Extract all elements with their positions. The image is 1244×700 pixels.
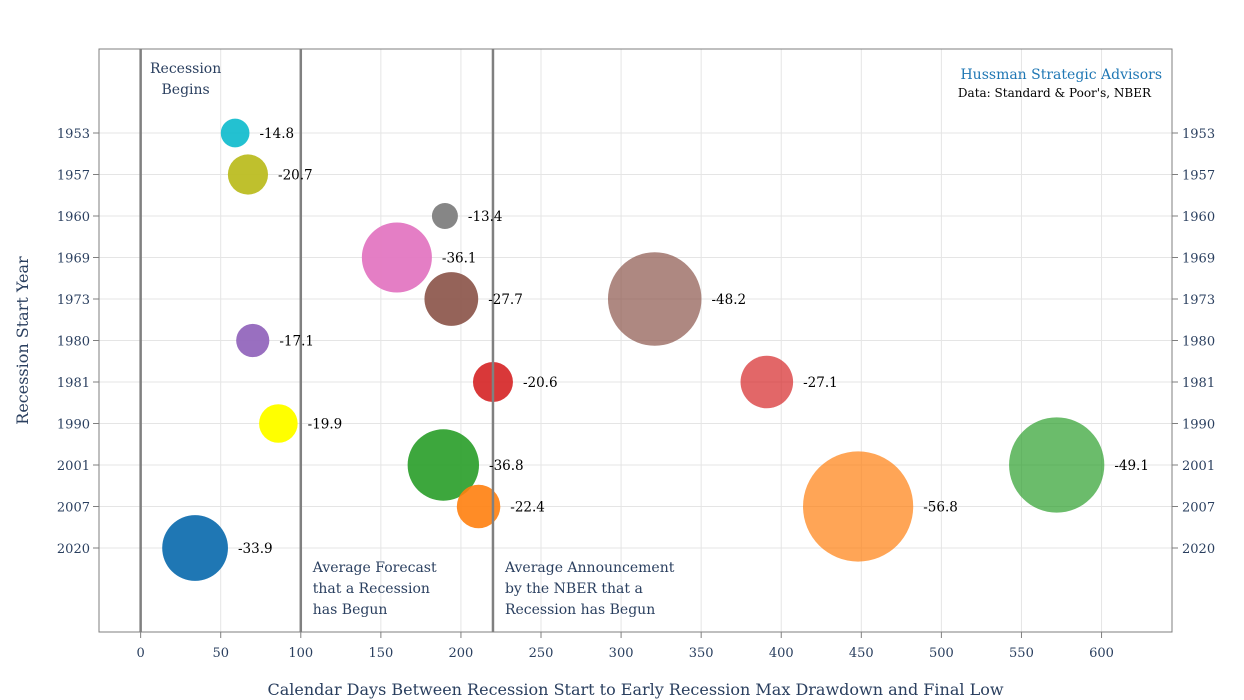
- data-label-2001: -49.1: [1114, 458, 1149, 474]
- reference-lines: Recession Begins Average Forecast that a Re…: [139, 49, 675, 632]
- data-label-1957: -20.7: [278, 168, 313, 184]
- x-tick-label: 350: [689, 646, 714, 661]
- data-label-1980: -17.1: [279, 334, 314, 350]
- x-tick-label: 50: [212, 646, 229, 661]
- bubble-2001[interactable]: [1009, 417, 1105, 513]
- y-tick-label-left: 1969: [57, 252, 90, 267]
- data-label-1990: -19.9: [308, 417, 343, 433]
- y-tick-label-left: 1990: [57, 418, 90, 433]
- bubble-2020[interactable]: [162, 515, 228, 581]
- data-label-1981: -27.1: [803, 375, 838, 391]
- bubble-1980[interactable]: [236, 323, 270, 358]
- x-tick-label: 500: [929, 646, 954, 661]
- data-label-2007: -56.8: [923, 500, 958, 516]
- y-tick-label-right: 1957: [1182, 169, 1215, 184]
- x-tick-label: 100: [288, 646, 313, 661]
- x-tick-label: 200: [449, 646, 474, 661]
- bubble-1973[interactable]: [607, 252, 702, 346]
- x-axis-title: Calendar Days Between Recession Start to…: [267, 680, 1003, 699]
- y-tick-label-left: 1957: [57, 169, 90, 184]
- y-tick-label-left: 1960: [57, 210, 90, 225]
- y-axis-title: Recession Start Year: [13, 256, 32, 425]
- annotations: Hussman Strategic Advisors Data: Standar…: [958, 67, 1162, 100]
- x-tick-label: 550: [1009, 646, 1034, 661]
- data-label-2001: -36.8: [489, 458, 524, 474]
- data-label-1960: -13.4: [468, 209, 503, 225]
- y-tick-label-right: 1980: [1182, 335, 1215, 350]
- y-tick-label-right: 2020: [1182, 542, 1215, 557]
- reference-annotation: by the NBER that a: [505, 581, 643, 597]
- data-labels: -14.8 -20.7 -13.4 -36.1 -27.7 -48.2 -17.1 -20.6…: [238, 126, 1149, 557]
- bubble-1953[interactable]: [220, 118, 250, 148]
- data-label-1973: -27.7: [488, 292, 523, 308]
- bubble-1973[interactable]: [424, 272, 479, 326]
- y-tick-label-right: 1960: [1182, 210, 1215, 225]
- bubble-2007[interactable]: [803, 451, 914, 562]
- y-tick-label-right: 1973: [1182, 293, 1215, 308]
- bubble-2007[interactable]: [456, 484, 501, 529]
- y-tick-label-left: 1953: [57, 127, 90, 142]
- reference-annotation: has Begun: [313, 602, 388, 618]
- y-tick-label-left: 1981: [57, 376, 90, 391]
- y-tick-label-left: 2001: [57, 459, 90, 474]
- y-tick-label-left: 2007: [57, 501, 90, 516]
- x-tick-label: 300: [609, 646, 634, 661]
- reference-annotation: that a Recession: [313, 581, 430, 597]
- y-tick-label-left: 1973: [57, 293, 90, 308]
- x-tick-label: 250: [529, 646, 554, 661]
- x-tick-label: 0: [136, 646, 144, 661]
- y-tick-label-right: 1990: [1182, 418, 1215, 433]
- y-tick-label-right: 1953: [1182, 127, 1215, 142]
- bubble-1957[interactable]: [227, 154, 269, 195]
- reference-annotation: Recession: [150, 61, 221, 77]
- data-label-1981: -20.6: [523, 375, 558, 391]
- data-label-1973: -48.2: [711, 292, 746, 308]
- data-label-2007: -22.4: [510, 500, 545, 516]
- x-tick-label: 400: [769, 646, 794, 661]
- y-tick-label-right: 1969: [1182, 252, 1215, 267]
- y-tick-label-left: 2020: [57, 542, 90, 557]
- y-tick-label-right: 2007: [1182, 501, 1215, 516]
- source-annotation: Data: Standard & Poor's, NBER: [958, 86, 1152, 100]
- axes: 0 50 100 150 200 250 300 350 400 450 500 550 600 1953…: [57, 127, 1215, 661]
- reference-annotation: Recession has Begun: [505, 602, 655, 618]
- reference-annotation: Begins: [162, 82, 210, 98]
- bubble-1969[interactable]: [361, 222, 432, 293]
- bubble-2001[interactable]: [407, 429, 480, 501]
- reference-annotation: Average Forecast: [312, 560, 437, 576]
- data-label-1969: -36.1: [442, 251, 477, 267]
- data-label-2020: -33.9: [238, 541, 273, 557]
- marker-layer: [162, 118, 1105, 581]
- reference-annotation: Average Announcement: [504, 560, 675, 576]
- bubble-1990[interactable]: [259, 404, 298, 443]
- x-tick-label: 150: [368, 646, 393, 661]
- x-tick-label: 600: [1089, 646, 1114, 661]
- brand-annotation: Hussman Strategic Advisors: [960, 67, 1162, 83]
- x-tick-label: 450: [849, 646, 874, 661]
- y-tick-label-right: 2001: [1182, 459, 1215, 474]
- y-tick-label-left: 1980: [57, 335, 90, 350]
- y-tick-label-right: 1981: [1182, 376, 1215, 391]
- bubble-1981[interactable]: [740, 355, 794, 409]
- data-label-1953: -14.8: [259, 126, 294, 142]
- bubble-1960[interactable]: [431, 203, 458, 229]
